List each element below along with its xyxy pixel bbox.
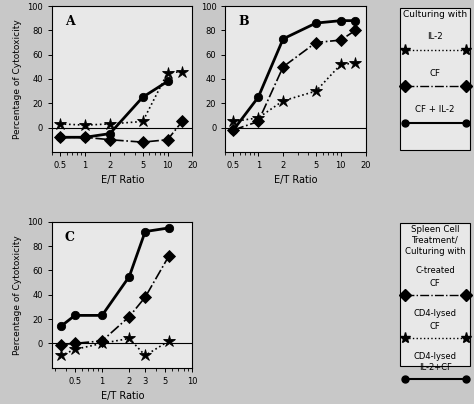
Text: IL-2+CF: IL-2+CF	[419, 363, 452, 372]
Y-axis label: Percentage of Cytotoxicity: Percentage of Cytotoxicity	[13, 235, 22, 355]
Text: CD4-lysed: CD4-lysed	[414, 309, 456, 318]
FancyBboxPatch shape	[400, 223, 470, 366]
Text: IL-2: IL-2	[427, 32, 443, 41]
Text: CF + IL-2: CF + IL-2	[415, 105, 455, 114]
Text: CF: CF	[430, 322, 440, 331]
Text: CF: CF	[430, 279, 440, 288]
Text: C: C	[65, 231, 75, 244]
X-axis label: E/T Ratio: E/T Ratio	[100, 175, 144, 185]
Text: CD4-lysed: CD4-lysed	[414, 351, 456, 361]
Text: Culturing with: Culturing with	[403, 11, 467, 19]
Text: Spleen Cell
Treatment/
Culturing with: Spleen Cell Treatment/ Culturing with	[405, 225, 465, 256]
Text: A: A	[65, 15, 74, 28]
Text: CF: CF	[429, 69, 441, 78]
Text: B: B	[238, 15, 249, 28]
FancyBboxPatch shape	[400, 8, 470, 150]
Text: C-treated: C-treated	[415, 265, 455, 275]
Y-axis label: Percentage of Cytotoxicity: Percentage of Cytotoxicity	[13, 19, 22, 139]
X-axis label: E/T Ratio: E/T Ratio	[274, 175, 317, 185]
X-axis label: E/T Ratio: E/T Ratio	[100, 391, 144, 401]
